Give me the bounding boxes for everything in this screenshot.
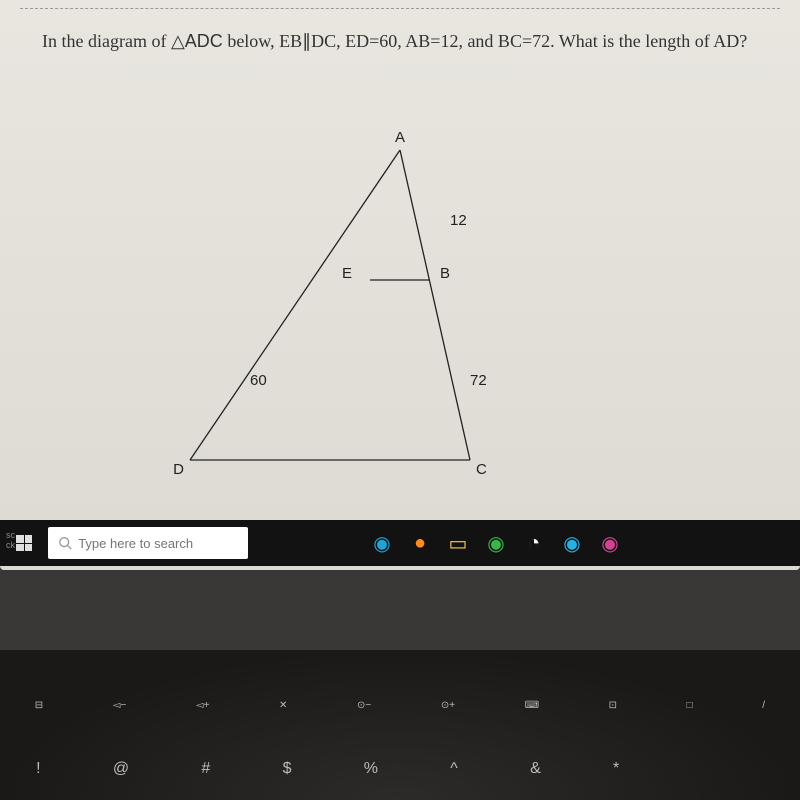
search-input[interactable] [78, 536, 238, 551]
fn-key: ◅− [113, 700, 127, 711]
fn-key: ⊟ [35, 700, 43, 711]
triangle-symbol: △ADC [171, 31, 223, 51]
taskbar-icon-folder[interactable]: ▭ [444, 529, 472, 557]
fn-key: ◅+ [196, 700, 210, 711]
taskbar-search[interactable] [48, 527, 248, 559]
keyboard-fn-row: ⊟ ◅− ◅+ ✕ ⊙− ⊙+ ⌨ ⊡ □ / [0, 700, 800, 711]
taskbar-icon-edge2[interactable]: ◉ [558, 529, 586, 557]
svg-text:C: C [476, 461, 487, 478]
num-key: ^ [450, 760, 458, 778]
fn-key: / [762, 700, 765, 711]
svg-text:12: 12 [450, 212, 467, 229]
screen-area: In the diagram of △ADC below, EB∥DC, ED=… [0, 0, 800, 570]
fn-key: ⊡ [609, 700, 617, 711]
svg-text:60: 60 [250, 372, 267, 389]
svg-text:D: D [173, 461, 184, 478]
fn-key: ⊙− [357, 700, 371, 711]
taskbar-icon-edge[interactable]: ◉ [368, 529, 396, 557]
taskbar-apps: ◉ ● ▭ ◉ ◔ ◉ ◉ [368, 529, 624, 557]
taskbar-icon-app1[interactable]: ◔ [520, 529, 548, 557]
num-key: & [530, 760, 541, 778]
num-key: @ [113, 760, 129, 778]
search-icon [58, 535, 72, 551]
taskbar-icon-chrome[interactable]: ◉ [482, 529, 510, 557]
kb-side-2: ck [6, 540, 15, 550]
question-text: In the diagram of △ADC below, EB∥DC, ED=… [42, 28, 750, 55]
num-key: * [613, 760, 619, 778]
svg-text:A: A [395, 130, 405, 146]
question-mid: below, EB∥DC, ED=60, AB=12, and BC=72. W… [223, 31, 747, 51]
page-divider [20, 8, 780, 9]
fn-key: □ [687, 700, 693, 711]
taskbar-icon-firefox[interactable]: ● [406, 529, 434, 557]
windows-taskbar: ◉ ● ▭ ◉ ◔ ◉ ◉ [0, 520, 800, 566]
windows-icon [16, 535, 32, 551]
kb-side-1: sc [6, 530, 15, 540]
fn-key: ✕ [279, 700, 287, 711]
svg-text:E: E [342, 265, 352, 282]
num-key: % [364, 760, 378, 778]
fn-key: ⊙+ [441, 700, 455, 711]
fn-key: ⌨ [525, 700, 539, 711]
svg-text:72: 72 [470, 372, 487, 389]
num-key: ! [36, 760, 40, 778]
question-pre: In the diagram of [42, 31, 171, 51]
num-key: $ [283, 760, 292, 778]
taskbar-icon-app2[interactable]: ◉ [596, 529, 624, 557]
keyboard-num-row: ! @ # $% ^ & * [0, 760, 800, 778]
geometry-diagram: A D C E B 12 60 72 [170, 130, 510, 490]
svg-text:B: B [440, 265, 450, 282]
num-key: # [201, 760, 210, 778]
